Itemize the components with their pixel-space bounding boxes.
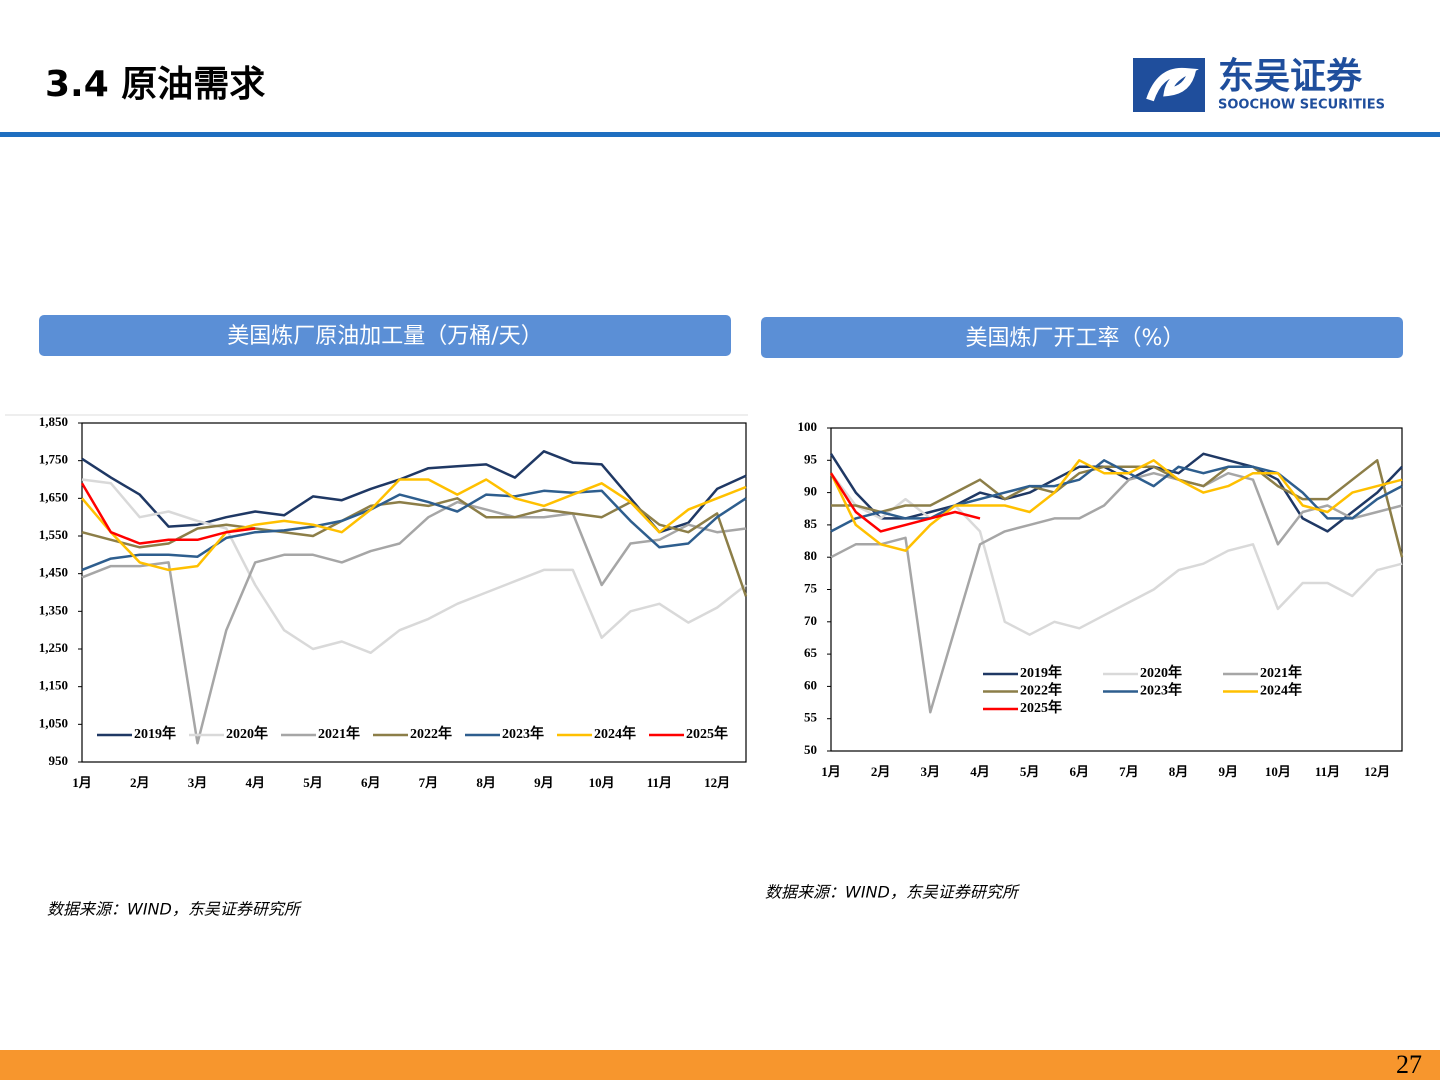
legend-label: 2021年 [1260, 664, 1302, 681]
x-tick-label: 2月 [871, 764, 891, 779]
x-tick-label: 12月 [704, 775, 730, 790]
x-tick-label: 6月 [1070, 764, 1090, 779]
y-tick-label: 70 [804, 613, 817, 628]
y-tick-label: 55 [804, 710, 818, 725]
series-line [829, 459, 1403, 552]
x-tick-label: 1月 [821, 764, 841, 779]
y-tick-label: 90 [804, 484, 817, 499]
panel-header [39, 315, 731, 356]
legend-label: 2022年 [410, 725, 452, 742]
logo: 东吴证券 SOOCHOW SECURITIES [1133, 56, 1385, 113]
y-tick-label: 80 [804, 548, 817, 563]
header-rule [0, 132, 1440, 137]
series-line [81, 500, 747, 745]
panel-title: 美国炼厂开工率（%） [966, 326, 1185, 351]
series-line [81, 450, 747, 534]
x-tick-label: 7月 [1119, 764, 1139, 779]
y-tick-label: 50 [804, 742, 817, 757]
footer-bar [0, 1050, 1440, 1080]
logo-mark [1146, 67, 1199, 102]
x-tick-label: 4月 [970, 764, 990, 779]
series-line [830, 471, 1403, 714]
legend-label: 2022年 [1020, 682, 1062, 699]
y-tick-label: 1,350 [39, 602, 68, 617]
x-tick-label: 11月 [1315, 764, 1340, 779]
y-tick-label: 1,150 [39, 678, 68, 693]
x-tick-label: 8月 [1169, 764, 1189, 779]
series-line [81, 478, 747, 655]
y-tick-label: 75 [804, 580, 818, 595]
x-tick-label: 6月 [361, 775, 381, 790]
panel-title: 美国炼厂原油加工量（万桶/天） [227, 324, 542, 349]
x-tick-label: 3月 [188, 775, 208, 790]
y-tick-label: 1,850 [39, 414, 68, 429]
legend-label: 2024年 [594, 725, 636, 742]
y-tick-label: 1,050 [39, 715, 68, 730]
series-line [830, 472, 1403, 636]
plot-frame [830, 427, 1403, 752]
y-tick-label: 60 [804, 677, 817, 692]
series-line [81, 478, 747, 572]
x-tick-label: 2月 [130, 775, 150, 790]
x-tick-label: 11月 [647, 775, 672, 790]
page-number: 27 [1396, 1050, 1422, 1079]
slide-title: 3.4 原油需求 [45, 64, 265, 105]
legend-label: 2025年 [686, 725, 728, 742]
panel-header [761, 317, 1403, 358]
series-line [829, 472, 981, 533]
y-tick-label: 1,450 [39, 565, 68, 580]
x-tick-label: 5月 [303, 775, 323, 790]
series-line [80, 482, 256, 545]
legend-label: 2025年 [1020, 699, 1062, 716]
legend-label: 2023年 [502, 725, 544, 742]
x-tick-label: 5月 [1020, 764, 1040, 779]
y-tick-label: 1,650 [39, 489, 68, 504]
legend-label: 2019年 [1020, 664, 1062, 681]
y-tick-label: 1,250 [39, 640, 68, 655]
y-tick-label: 950 [49, 753, 69, 768]
x-tick-label: 10月 [589, 775, 615, 790]
x-tick-label: 8月 [476, 775, 496, 790]
legend-label: 2023年 [1140, 682, 1182, 699]
logo-subtext: SOOCHOW SECURITIES [1218, 98, 1385, 113]
y-tick-label: 65 [804, 645, 818, 660]
x-tick-label: 12月 [1364, 764, 1390, 779]
legend-label: 2019年 [134, 725, 176, 742]
x-tick-label: 9月 [534, 775, 554, 790]
series-line [81, 489, 747, 572]
y-tick-label: 95 [804, 451, 818, 466]
x-tick-label: 1月 [72, 775, 92, 790]
y-tick-label: 1,550 [39, 527, 68, 542]
source-note: 数据来源：WIND，东吴证券研究所 [765, 883, 1021, 902]
x-tick-label: 9月 [1218, 764, 1238, 779]
y-tick-label: 85 [804, 516, 818, 531]
x-tick-label: 7月 [419, 775, 439, 790]
logo-text: 东吴证券 [1218, 56, 1363, 97]
y-tick-label: 1,750 [39, 452, 68, 467]
plot-frame [81, 422, 747, 763]
series-line [81, 497, 748, 597]
legend-label: 2020年 [226, 725, 268, 742]
y-tick-label: 100 [798, 419, 818, 434]
x-tick-label: 3月 [921, 764, 941, 779]
legend-label: 2021年 [318, 725, 360, 742]
legend-label: 2024年 [1260, 682, 1302, 699]
x-tick-label: 4月 [245, 775, 265, 790]
source-note: 数据来源：WIND，东吴证券研究所 [47, 900, 303, 919]
x-tick-label: 10月 [1265, 764, 1291, 779]
legend-label: 2020年 [1140, 664, 1182, 681]
